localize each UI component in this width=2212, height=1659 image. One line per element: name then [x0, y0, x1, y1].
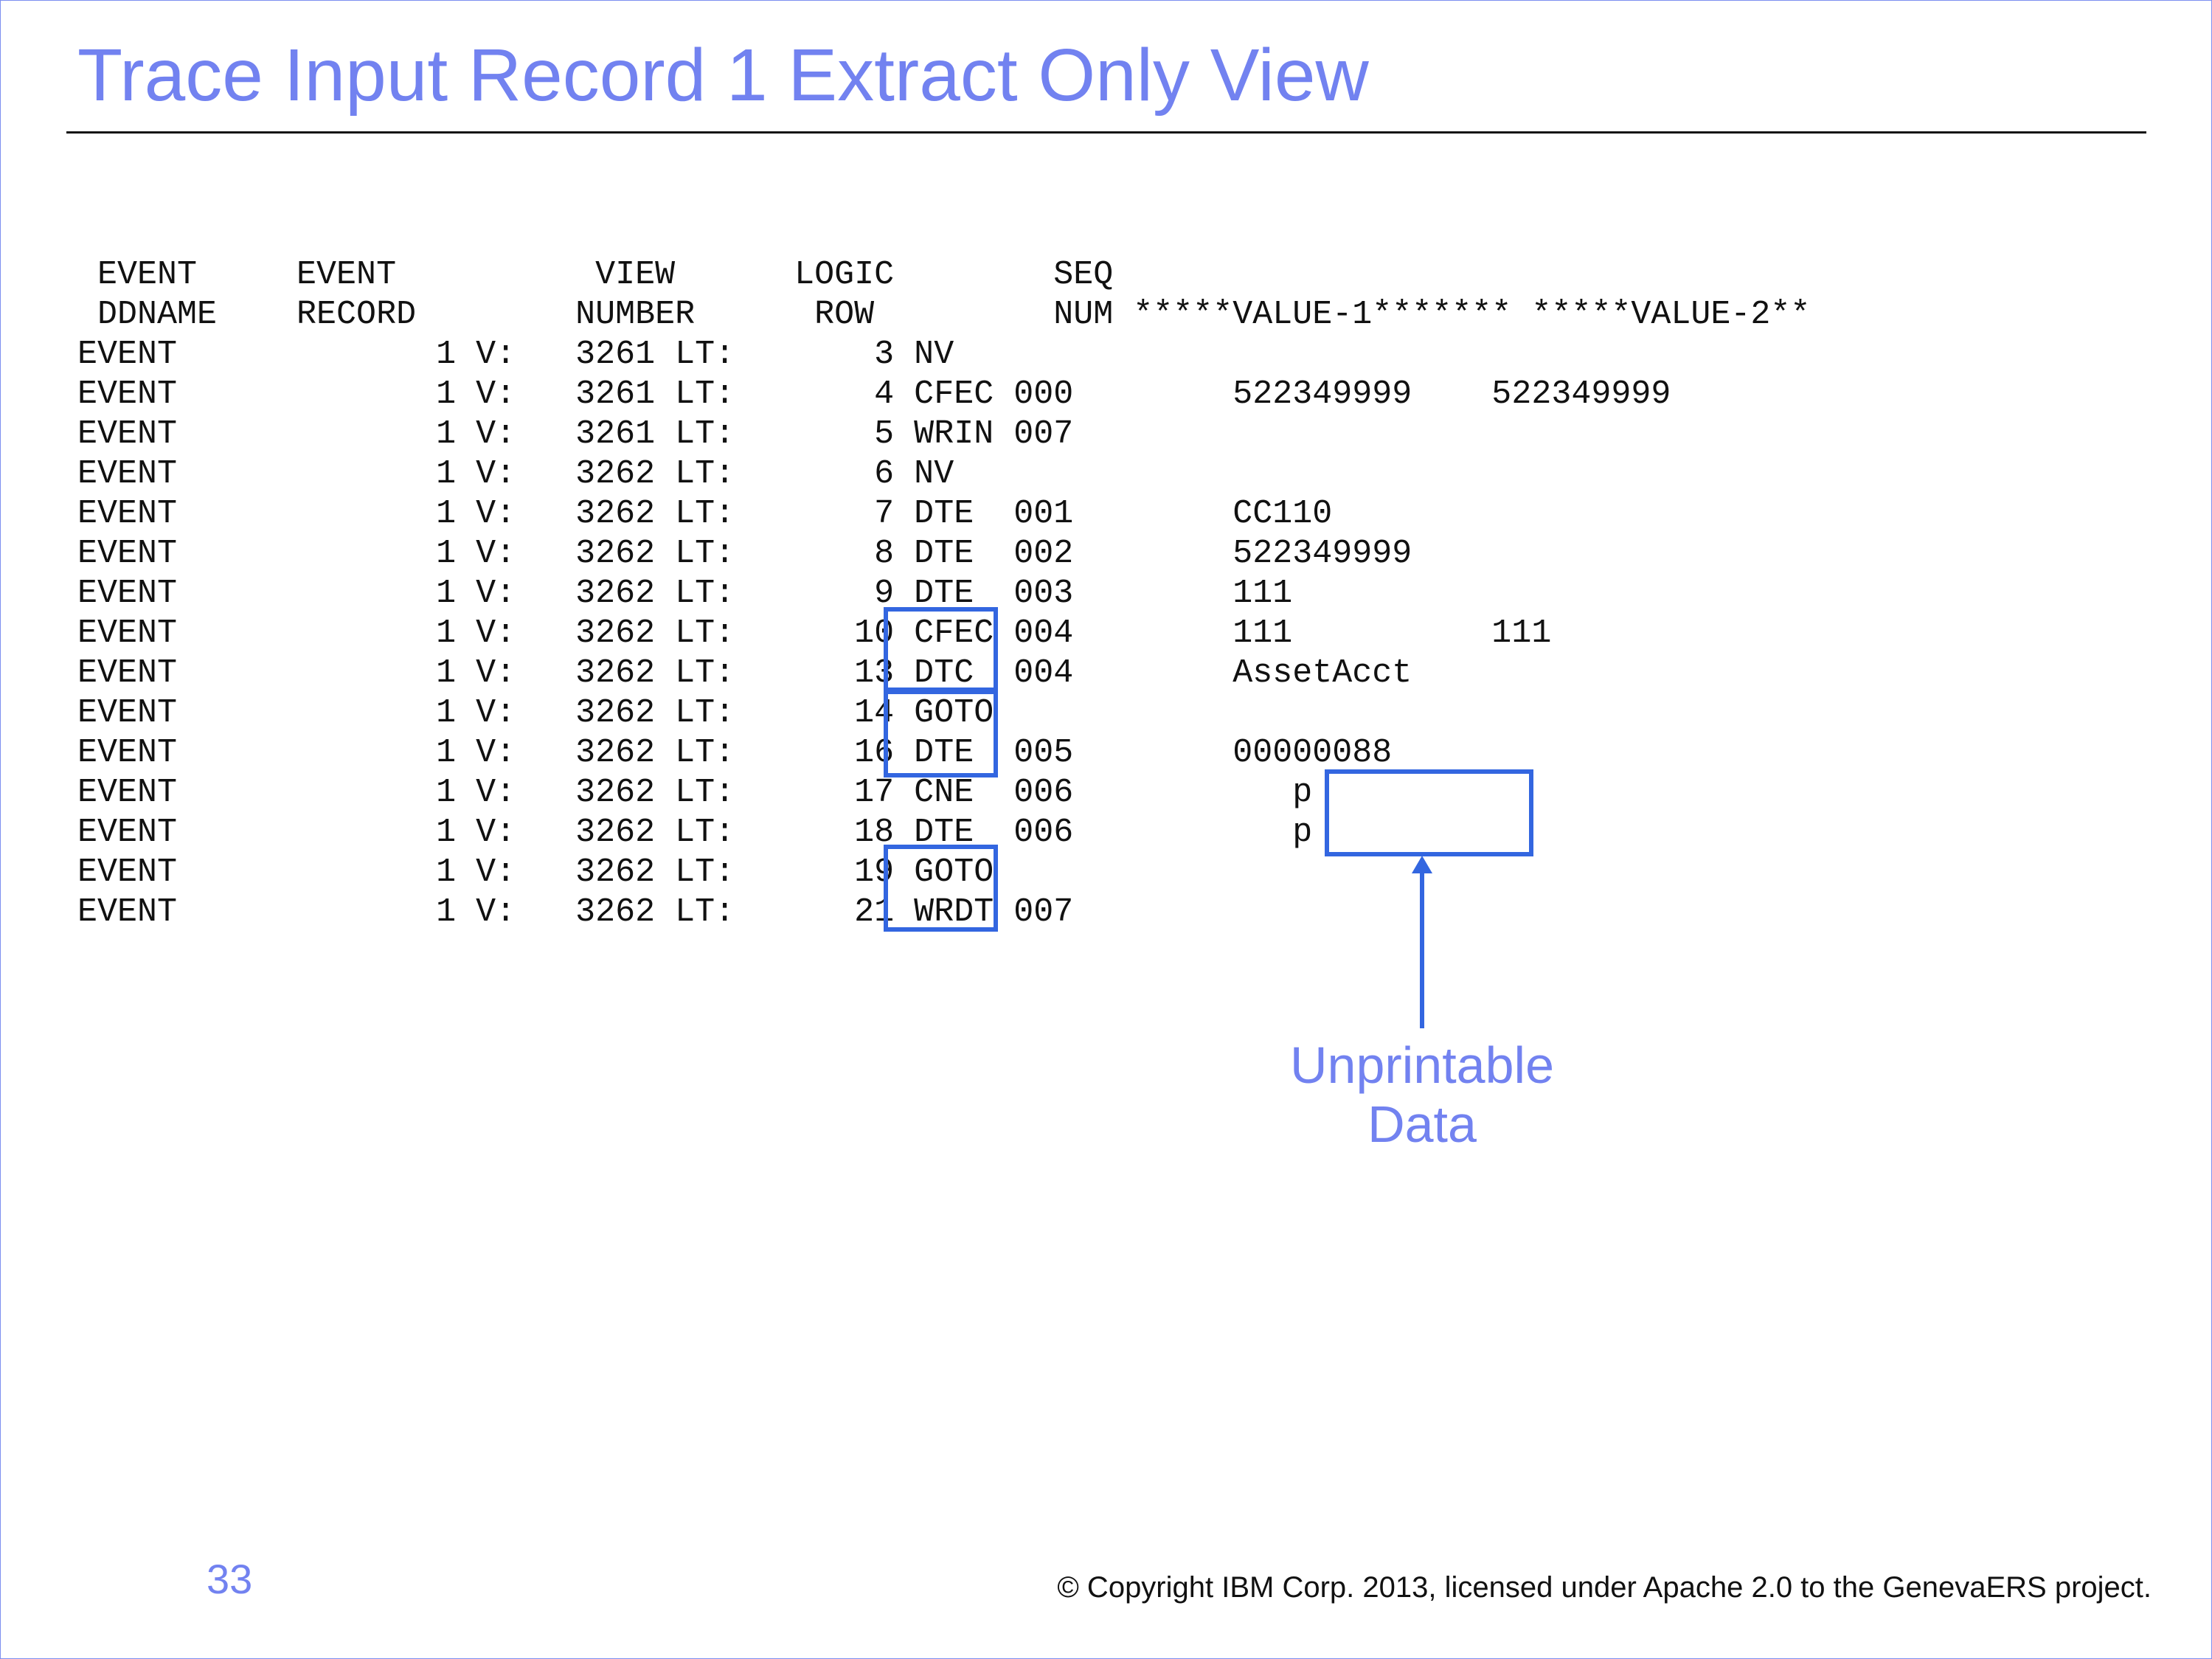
trace-row: EVENT 1 V: 3262 LT: 16 DTE 005 00000088 [77, 734, 1393, 772]
callout-line-2: Data [1367, 1095, 1477, 1153]
trace-header-line-2: DDNAME RECORD NUMBER ROW NUM *****VALUE-… [77, 296, 1811, 333]
highlight-unprintable-values [1325, 769, 1533, 856]
trace-row: EVENT 1 V: 3262 LT: 13 DTC 004 AssetAcct [77, 654, 1412, 692]
trace-row: EVENT 1 V: 3261 LT: 4 CFEC 000 522349999… [77, 375, 1671, 413]
trace-row: EVENT 1 V: 3262 LT: 21 WRDT 007 [77, 893, 1074, 931]
copyright-notice: © Copyright IBM Corp. 2013, licensed und… [1057, 1571, 2152, 1604]
highlight-logic-rows-19-21 [884, 845, 998, 932]
trace-row: EVENT 1 V: 3261 LT: 3 NV [77, 336, 954, 373]
highlight-logic-rows-14-16 [884, 688, 998, 777]
trace-header-line-1: EVENT EVENT VIEW LOGIC SEQ [77, 256, 1114, 294]
trace-row: EVENT 1 V: 3262 LT: 10 CFEC 004 111 111 [77, 614, 1552, 652]
trace-header: EVENT EVENT VIEW LOGIC SEQ DDNAME RECORD… [77, 255, 1810, 335]
trace-row: EVENT 1 V: 3262 LT: 8 DTE 002 522349999 [77, 535, 1412, 572]
trace-row: EVENT 1 V: 3262 LT: 7 DTE 001 CC110 [77, 495, 1333, 533]
trace-row: EVENT 1 V: 3262 LT: 18 DTE 006 p [77, 814, 1313, 851]
trace-row: EVENT 1 V: 3262 LT: 6 NV [77, 455, 954, 493]
trace-row: EVENT 1 V: 3261 LT: 5 WRIN 007 [77, 415, 1074, 453]
title-divider [66, 131, 2146, 134]
trace-row: EVENT 1 V: 3262 LT: 9 DTE 003 111 [77, 575, 1293, 612]
slide-title: Trace Input Record 1 Extract Only View [77, 34, 1369, 117]
trace-row: EVENT 1 V: 3262 LT: 14 GOTO [77, 694, 994, 732]
callout-arrow-shaft [1420, 869, 1424, 1028]
highlight-logic-rows-10-13 [884, 607, 998, 694]
page-number: 33 [207, 1556, 253, 1602]
callout-line-1: Unprintable [1290, 1036, 1554, 1094]
trace-row: EVENT 1 V: 3262 LT: 17 CNE 006 p [77, 774, 1313, 811]
unprintable-data-callout: Unprintable Data [1201, 1036, 1643, 1154]
